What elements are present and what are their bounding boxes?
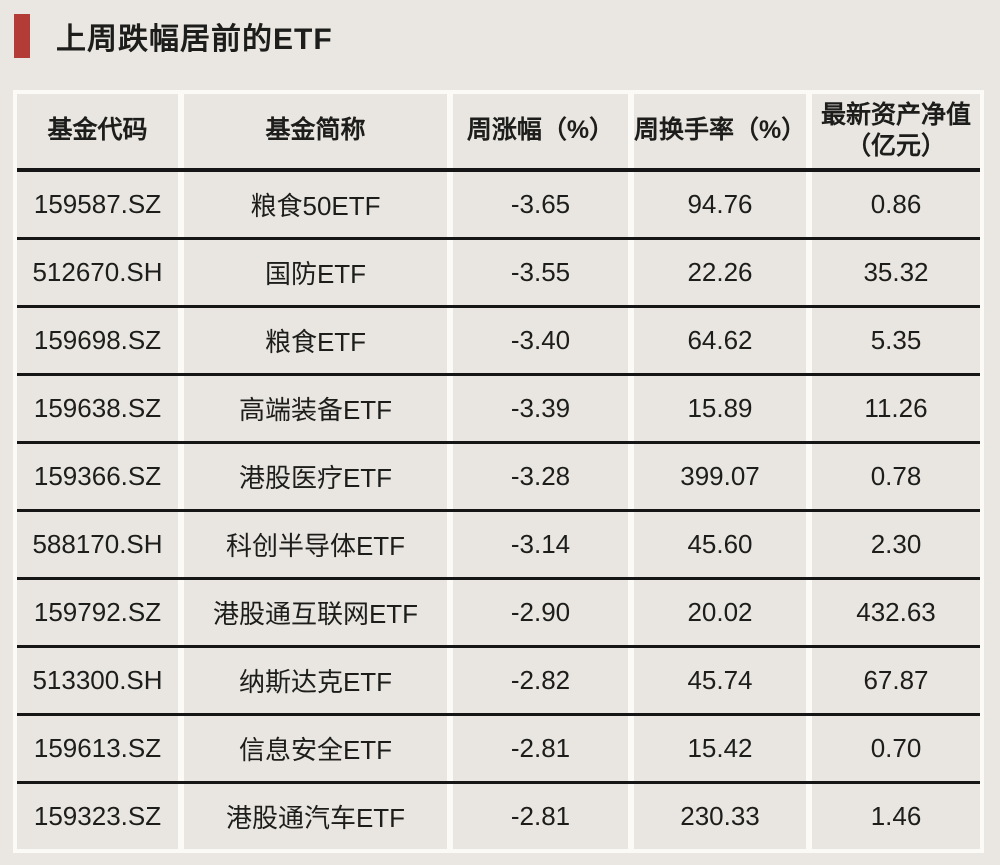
cell-turnover-rate: 15.42	[634, 716, 806, 781]
cell-fund-name: 港股通汽车ETF	[184, 784, 447, 849]
table-body: 159587.SZ 粮食50ETF -3.65 94.76 0.86 51267…	[17, 172, 980, 849]
cell-latest-nav: 0.70	[812, 716, 980, 781]
cell-fund-code: 159613.SZ	[17, 716, 178, 781]
cell-weekly-change: -2.82	[453, 648, 628, 713]
cell-weekly-change: -3.40	[453, 308, 628, 373]
cell-fund-name: 粮食50ETF	[184, 172, 447, 237]
cell-fund-code: 513300.SH	[17, 648, 178, 713]
cell-weekly-change: -3.55	[453, 240, 628, 305]
cell-latest-nav: 0.86	[812, 172, 980, 237]
cell-turnover-rate: 230.33	[634, 784, 806, 849]
cell-weekly-change: -2.81	[453, 784, 628, 849]
section-title-block: 上周跌幅居前的ETF	[14, 14, 333, 58]
column-header-fund-code: 基金代码	[17, 94, 178, 168]
cell-weekly-change: -3.65	[453, 172, 628, 237]
table-row: 159366.SZ 港股医疗ETF -3.28 399.07 0.78	[17, 441, 980, 509]
cell-fund-name: 纳斯达克ETF	[184, 648, 447, 713]
cell-turnover-rate: 15.89	[634, 376, 806, 441]
title-accent-bar	[14, 14, 30, 58]
cell-fund-code: 159366.SZ	[17, 444, 178, 509]
table-row: 159698.SZ 粮食ETF -3.40 64.62 5.35	[17, 305, 980, 373]
column-header-weekly-change: 周涨幅（%）	[453, 94, 628, 168]
table-row: 512670.SH 国防ETF -3.55 22.26 35.32	[17, 237, 980, 305]
cell-fund-code: 159323.SZ	[17, 784, 178, 849]
page-title: 上周跌幅居前的ETF	[56, 23, 333, 56]
table-row: 588170.SH 科创半导体ETF -3.14 45.60 2.30	[17, 509, 980, 577]
cell-turnover-rate: 45.60	[634, 512, 806, 577]
cell-turnover-rate: 64.62	[634, 308, 806, 373]
cell-turnover-rate: 22.26	[634, 240, 806, 305]
column-header-latest-nav: 最新资产净值 （亿元）	[812, 94, 980, 168]
cell-latest-nav: 5.35	[812, 308, 980, 373]
cell-fund-name: 粮食ETF	[184, 308, 447, 373]
cell-latest-nav: 1.46	[812, 784, 980, 849]
cell-latest-nav: 0.78	[812, 444, 980, 509]
table-row: 159792.SZ 港股通互联网ETF -2.90 20.02 432.63	[17, 577, 980, 645]
cell-weekly-change: -3.28	[453, 444, 628, 509]
cell-fund-code: 159638.SZ	[17, 376, 178, 441]
table-row: 159587.SZ 粮食50ETF -3.65 94.76 0.86	[17, 172, 980, 237]
table-row: 513300.SH 纳斯达克ETF -2.82 45.74 67.87	[17, 645, 980, 713]
cell-fund-name: 港股通互联网ETF	[184, 580, 447, 645]
cell-latest-nav: 432.63	[812, 580, 980, 645]
etf-decline-table: 基金代码 基金简称 周涨幅（%） 周换手率（%） 最新资产净值 （亿元） 159…	[13, 90, 984, 853]
cell-weekly-change: -3.39	[453, 376, 628, 441]
table-header-row: 基金代码 基金简称 周涨幅（%） 周换手率（%） 最新资产净值 （亿元）	[17, 94, 980, 172]
cell-fund-code: 159698.SZ	[17, 308, 178, 373]
cell-fund-name: 国防ETF	[184, 240, 447, 305]
cell-turnover-rate: 399.07	[634, 444, 806, 509]
cell-turnover-rate: 20.02	[634, 580, 806, 645]
cell-fund-name: 科创半导体ETF	[184, 512, 447, 577]
cell-latest-nav: 67.87	[812, 648, 980, 713]
cell-fund-code: 159587.SZ	[17, 172, 178, 237]
cell-fund-code: 588170.SH	[17, 512, 178, 577]
cell-latest-nav: 35.32	[812, 240, 980, 305]
cell-fund-name: 信息安全ETF	[184, 716, 447, 781]
cell-latest-nav: 11.26	[812, 376, 980, 441]
cell-turnover-rate: 45.74	[634, 648, 806, 713]
cell-weekly-change: -2.90	[453, 580, 628, 645]
table-row: 159638.SZ 高端装备ETF -3.39 15.89 11.26	[17, 373, 980, 441]
column-header-fund-name: 基金简称	[184, 94, 447, 168]
cell-weekly-change: -2.81	[453, 716, 628, 781]
cell-weekly-change: -3.14	[453, 512, 628, 577]
cell-fund-name: 高端装备ETF	[184, 376, 447, 441]
cell-turnover-rate: 94.76	[634, 172, 806, 237]
cell-latest-nav: 2.30	[812, 512, 980, 577]
table-row: 159323.SZ 港股通汽车ETF -2.81 230.33 1.46	[17, 781, 980, 849]
cell-fund-code: 512670.SH	[17, 240, 178, 305]
cell-fund-name: 港股医疗ETF	[184, 444, 447, 509]
table-row: 159613.SZ 信息安全ETF -2.81 15.42 0.70	[17, 713, 980, 781]
column-header-turnover-rate: 周换手率（%）	[634, 94, 806, 168]
cell-fund-code: 159792.SZ	[17, 580, 178, 645]
